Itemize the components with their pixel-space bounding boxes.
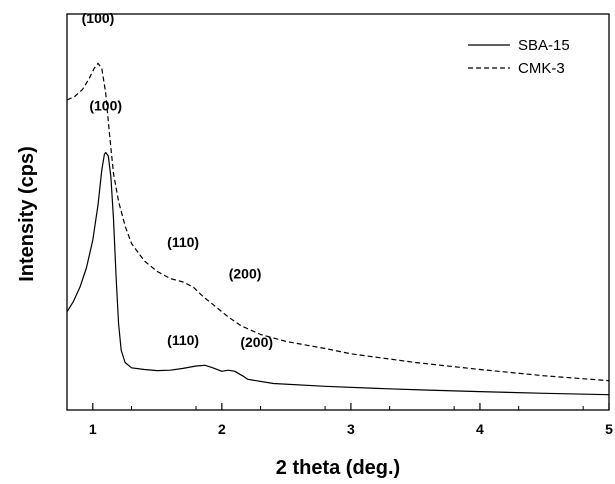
series-line-cmk-3 bbox=[66, 62, 610, 382]
peak-label-3: (200) bbox=[229, 266, 262, 282]
plot-frame bbox=[66, 13, 610, 411]
peak-label-5: (200) bbox=[240, 334, 273, 350]
legend-label-sba15: SBA-15 bbox=[518, 37, 570, 54]
x-axis-title: 2 theta (deg.) bbox=[276, 457, 400, 479]
legend: SBA-15 CMK-3 bbox=[468, 37, 570, 77]
x-tick-label-1: 1 bbox=[89, 421, 97, 437]
peak-annotations: (100) (100) (110) (200) (110) (200) bbox=[82, 10, 273, 350]
peak-label-4: (110) bbox=[167, 332, 199, 348]
x-tick-label-5: 5 bbox=[605, 421, 613, 437]
x-axis-tick-labels: 1 2 3 4 5 bbox=[89, 421, 613, 437]
x-tick-label-3: 3 bbox=[347, 421, 355, 437]
peak-label-1: (100) bbox=[89, 98, 122, 114]
x-tick-label-4: 4 bbox=[476, 421, 484, 437]
peak-label-2: (110) bbox=[167, 234, 199, 250]
x-axis-ticks bbox=[66, 403, 610, 410]
series-layer bbox=[66, 62, 610, 396]
y-axis-title: Intensity (cps) bbox=[16, 146, 38, 282]
peak-label-0: (100) bbox=[82, 10, 115, 26]
series-line-sba-15 bbox=[66, 151, 610, 396]
x-tick-label-2: 2 bbox=[218, 421, 226, 437]
legend-label-cmk3: CMK-3 bbox=[518, 60, 565, 77]
